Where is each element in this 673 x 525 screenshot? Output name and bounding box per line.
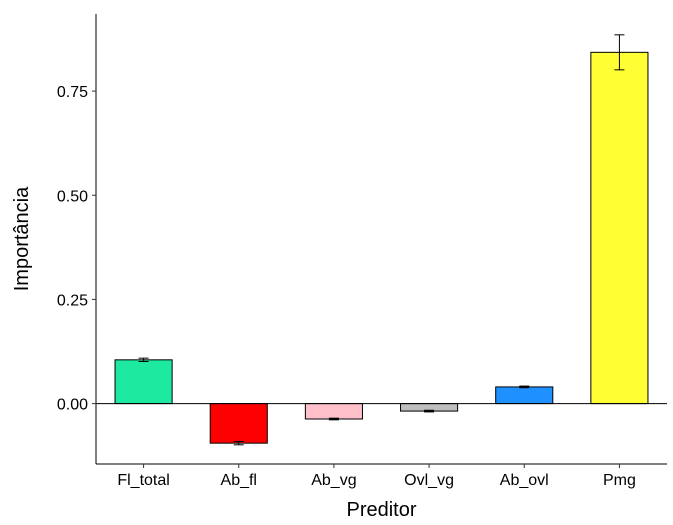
bar-ab-fl	[209, 403, 268, 444]
y-tick-label: 0.75	[57, 84, 88, 101]
bar-fl-total	[114, 359, 173, 405]
y-tick-label: 0.00	[57, 397, 88, 414]
bar-pmg	[590, 51, 649, 405]
y-tick-label: 0.50	[57, 188, 88, 205]
x-tick-label: Pmg	[603, 472, 636, 489]
error-bar-pmg	[614, 34, 625, 71]
x-tick-label: Ab_vg	[311, 472, 356, 489]
x-axis-title: Preditor	[346, 499, 416, 521]
x-tick-label: Ab_fl	[221, 472, 257, 489]
error-bar-ab-ovl	[519, 385, 530, 389]
error-bars-layer	[138, 34, 625, 446]
x-tick-label: Fl_total	[117, 472, 169, 489]
y-tick-label: 0.25	[57, 292, 88, 309]
bars-layer	[114, 51, 649, 444]
x-tick-label: Ovl_vg	[404, 472, 454, 489]
bar-ab-ovl	[495, 386, 554, 405]
error-bar-ab-vg	[328, 417, 339, 421]
error-bar-fl-total	[138, 357, 149, 362]
error-bar-ovl-vg	[424, 409, 435, 413]
bar-ab-vg	[304, 403, 363, 420]
x-ticks: Fl_total Ab_fl Ab_vg Ovl_vg Ab_ovl Pmg	[117, 464, 636, 489]
y-ticks: 0.00 0.25 0.50 0.75	[57, 84, 96, 414]
y-axis-title: Importância	[11, 186, 33, 291]
error-bar-ab-fl	[233, 441, 244, 446]
x-tick-label: Ab_ovl	[500, 472, 549, 489]
